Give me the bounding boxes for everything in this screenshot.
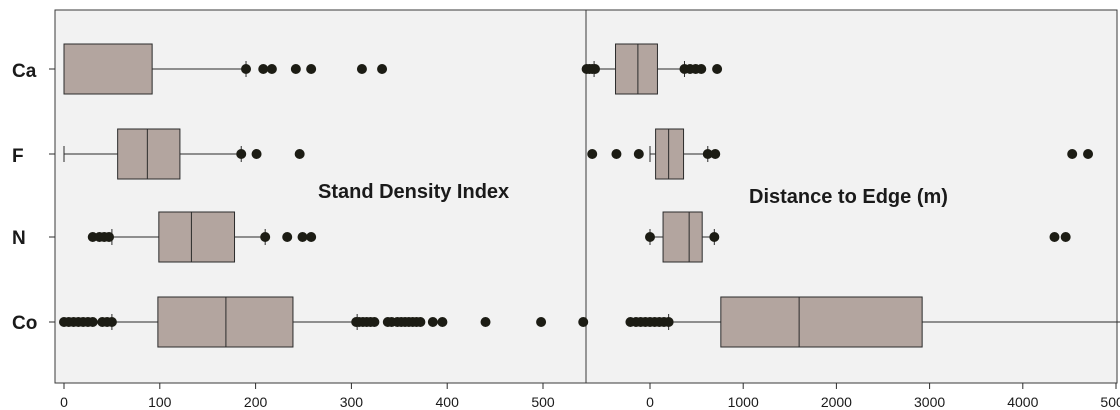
outlier-point-dist-f-2 (633, 149, 644, 159)
x-tick-label-dist-1: 1000 (728, 394, 759, 410)
outlier-point-dist-ca-8 (712, 64, 723, 74)
box-dist-f (655, 128, 685, 180)
outlier-point-sdi-co-15 (369, 317, 380, 327)
x-tick-label-dist-3: 3000 (914, 394, 945, 410)
plot-frame (54, 9, 1118, 384)
category-label-n: N (12, 228, 26, 249)
x-tick-label-sdi-4: 400 (436, 394, 460, 410)
outlier-point-dist-f-6 (1083, 149, 1094, 159)
outlier-point-dist-f-5 (1067, 149, 1078, 159)
outlier-point-sdi-ca-0 (241, 64, 252, 74)
outlier-point-sdi-ca-5 (356, 64, 367, 74)
outlier-point-dist-n-2 (1049, 232, 1060, 242)
outlier-point-sdi-n-4 (260, 232, 271, 242)
outlier-point-dist-co-8 (663, 317, 674, 327)
outlier-point-sdi-n-6 (297, 232, 308, 242)
outlier-point-dist-n-3 (1060, 232, 1071, 242)
x-tick-label-dist-0: 0 (646, 394, 654, 410)
box-sdi-n (158, 211, 236, 263)
outlier-point-sdi-n-7 (306, 232, 317, 242)
x-tick-label-sdi-0: 0 (60, 394, 68, 410)
outlier-point-dist-ca-3 (590, 64, 601, 74)
outlier-point-sdi-f-2 (294, 149, 305, 159)
outlier-point-dist-f-3 (702, 149, 713, 159)
box-sdi-f (117, 128, 181, 180)
outlier-point-sdi-ca-3 (290, 64, 301, 74)
category-label-ca: Ca (12, 61, 37, 82)
outlier-point-sdi-co-28 (536, 317, 547, 327)
outlier-point-sdi-ca-4 (306, 64, 317, 74)
outlier-point-sdi-f-1 (251, 149, 262, 159)
outlier-point-dist-f-1 (611, 149, 622, 159)
outlier-point-sdi-n-5 (282, 232, 293, 242)
outlier-point-dist-f-0 (587, 149, 598, 159)
outlier-point-dist-n-1 (709, 232, 720, 242)
panel-title-stand-density: Stand Density Index (318, 181, 509, 203)
outlier-point-sdi-ca-2 (266, 64, 277, 74)
outlier-point-sdi-co-25 (427, 317, 438, 327)
x-tick-label-sdi-1: 100 (148, 394, 172, 410)
box-sdi-ca (63, 43, 153, 95)
outlier-point-sdi-ca-1 (258, 64, 269, 74)
outlier-point-sdi-co-24 (415, 317, 426, 327)
box-dist-co (720, 296, 923, 348)
panel-title-distance-to-edge: Distance to Edge (m) (749, 186, 948, 208)
outlier-point-sdi-co-26 (437, 317, 448, 327)
chart-marks: 0100200300400500010002000300040005000 (49, 43, 1120, 410)
x-tick-label-sdi-2: 200 (244, 394, 268, 410)
x-tick-label-sdi-3: 300 (340, 394, 364, 410)
outlier-point-dist-n-0 (645, 232, 655, 242)
outlier-point-sdi-co-29 (578, 317, 589, 327)
outlier-point-dist-ca-7 (696, 64, 707, 74)
chart-labels: Ca F N Co Stand Density Index Distance t… (12, 61, 948, 334)
outlier-point-sdi-n-3 (104, 232, 115, 242)
outlier-point-sdi-f-0 (236, 149, 247, 159)
outlier-point-sdi-co-27 (480, 317, 491, 327)
x-tick-label-dist-2: 2000 (821, 394, 852, 410)
x-tick-label-dist-4: 4000 (1007, 394, 1038, 410)
category-label-f: F (12, 146, 24, 167)
x-tick-label-sdi-5: 500 (531, 394, 555, 410)
outlier-point-dist-f-4 (710, 149, 721, 159)
outlier-point-sdi-co-6 (87, 317, 98, 327)
outlier-point-sdi-co-9 (106, 317, 117, 327)
outlier-point-sdi-ca-6 (377, 64, 388, 74)
box-dist-ca (615, 43, 658, 95)
category-label-co: Co (12, 313, 37, 334)
box-dist-n (662, 211, 703, 263)
